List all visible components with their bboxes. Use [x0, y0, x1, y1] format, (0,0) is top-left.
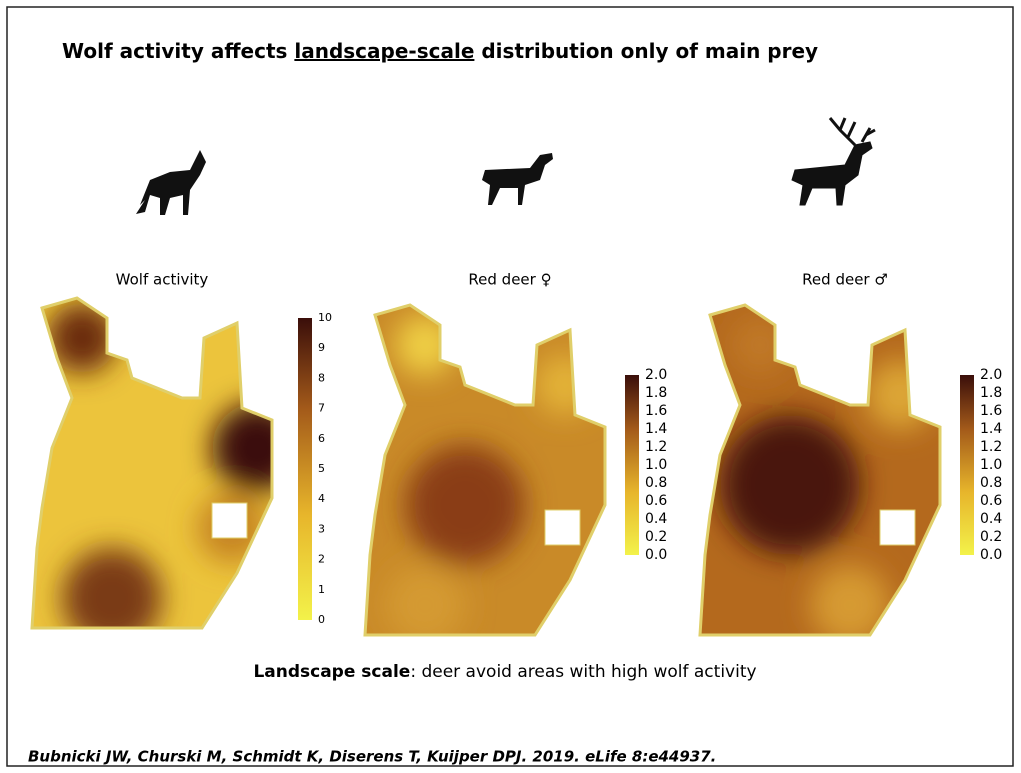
colorbar-tick-label: 1.4 — [980, 421, 1002, 437]
colorbar-tick-label: 2 — [318, 553, 325, 566]
colorbar — [625, 375, 639, 555]
title-underlined: landscape-scale — [294, 39, 474, 63]
heat-map — [32, 298, 302, 648]
map-blob — [730, 315, 790, 375]
colorbar-tick-label: 10 — [318, 311, 332, 324]
map-hole — [545, 510, 580, 545]
colorbar-tick-label: 1.6 — [645, 403, 667, 419]
colorbar-tick-label: 1.0 — [980, 457, 1002, 473]
heat-map — [365, 305, 605, 645]
slide: Wolf activity affects landscape-scale di… — [0, 0, 1021, 773]
colorbar-tick-label: 5 — [318, 462, 325, 475]
caption-text: : deer avoid areas with high wolf activi… — [410, 662, 756, 682]
panel-label: Red deer ♀ — [468, 271, 551, 289]
map-hole — [212, 503, 247, 538]
slide-border — [7, 7, 1013, 766]
title-text: Wolf activity affects — [62, 39, 294, 63]
colorbar-tick-label: 3 — [318, 522, 325, 535]
colorbar-tick-label: 2.0 — [980, 367, 1002, 383]
colorbar — [960, 375, 974, 555]
colorbar-tick-label: 1.4 — [645, 421, 667, 437]
colorbar-tick-label: 4 — [318, 492, 325, 505]
colorbar-tick-label: 0.2 — [645, 529, 667, 545]
title: Wolf activity affects landscape-scale di… — [62, 39, 818, 63]
map-hole — [880, 510, 915, 545]
map-blob — [535, 355, 595, 415]
colorbar-tick-label: 1.8 — [645, 385, 667, 401]
colorbar-tick-label: 6 — [318, 432, 325, 445]
map-blob — [62, 548, 162, 648]
panel-label: Red deer ♂ — [802, 271, 888, 289]
panel: Wolf activity 0 1 2 3 4 5 6 7 8 9 10 — [32, 271, 332, 649]
colorbar-tick-label: 0 — [318, 613, 325, 626]
map-blob — [720, 415, 860, 555]
heat-map — [700, 305, 940, 645]
colorbar-tick-label: 7 — [318, 402, 325, 415]
hind-icon — [482, 153, 553, 205]
colorbar-tick-label: 1.2 — [645, 439, 667, 455]
colorbar-tick-label: 0.4 — [645, 511, 667, 527]
colorbar — [298, 318, 312, 620]
title-text: distribution only of main prey — [474, 39, 818, 63]
colorbar-tick-label: 9 — [318, 341, 325, 354]
map-blob — [395, 315, 455, 375]
colorbar-tick-label: 1.8 — [980, 385, 1002, 401]
colorbar-tick-label: 0.8 — [645, 475, 667, 491]
colorbar-tick-label: 0.6 — [980, 493, 1002, 509]
stag-icon — [792, 118, 875, 205]
caption-bold: Landscape scale — [253, 662, 410, 682]
caption: Landscape scale: deer avoid areas with h… — [253, 662, 756, 682]
panel: Red deer ♀ 0.0 0.2 0.4 0.6 0.8 1.0 1.2 1.4 1.6 1.8… — [365, 271, 667, 646]
colorbar-tick-label: 0.4 — [980, 511, 1002, 527]
slide-canvas: Wolf activity affects landscape-scale di… — [0, 0, 1021, 773]
colorbar-tick-label: 0.2 — [980, 529, 1002, 545]
colorbar-tick-label: 1.0 — [645, 457, 667, 473]
colorbar-tick-label: 1 — [318, 583, 325, 596]
wolf-icon — [136, 150, 206, 215]
colorbar-tick-label: 2.0 — [645, 367, 667, 383]
colorbar-tick-label: 0.0 — [645, 547, 667, 563]
citation: Bubnicki JW, Churski M, Schmidt K, Diser… — [28, 748, 716, 766]
panel: Red deer ♂ 0.0 0.2 0.4 0.6 0.8 1.0 1.2 1.4 1.6 1.8… — [700, 271, 1002, 646]
colorbar-tick-label: 8 — [318, 371, 325, 384]
colorbar-tick-label: 0.0 — [980, 547, 1002, 563]
colorbar-tick-label: 0.8 — [980, 475, 1002, 491]
panel-label: Wolf activity — [116, 271, 209, 289]
map-blob — [810, 565, 890, 645]
colorbar-tick-label: 0.6 — [645, 493, 667, 509]
map-blob — [212, 403, 302, 493]
map-blob — [385, 565, 465, 645]
colorbar-tick-label: 1.6 — [980, 403, 1002, 419]
colorbar-tick-label: 1.2 — [980, 439, 1002, 455]
map-blob — [405, 445, 525, 565]
